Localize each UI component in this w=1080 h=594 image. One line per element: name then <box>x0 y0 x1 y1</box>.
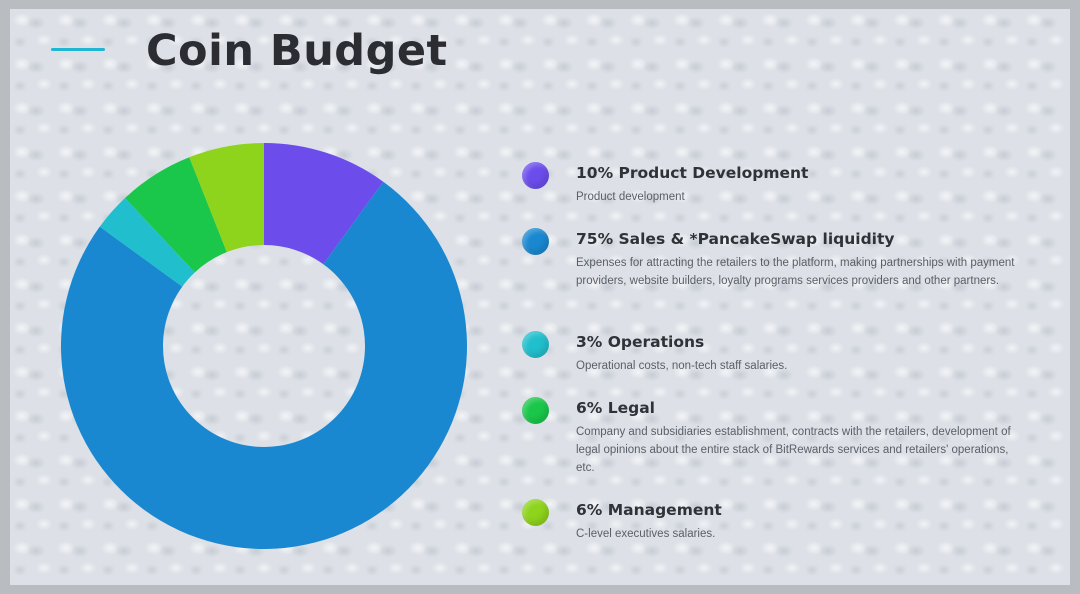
legend-title: 10% Product Development <box>576 164 809 182</box>
legend-description: Expenses for attracting the retailers to… <box>576 257 1015 287</box>
donut-slice-management <box>189 143 264 253</box>
legend-description: C-level executives salaries. <box>576 528 716 540</box>
legend-title: 6% Legal <box>576 399 655 417</box>
legend-title: 75% Sales & *PancakeSwap liquidity <box>576 230 895 248</box>
legend-description: Operational costs, non-tech staff salari… <box>576 360 788 372</box>
legend-dot-sales-liquidity <box>522 228 549 255</box>
donut-slice-product-development <box>264 143 384 265</box>
slide-panel <box>10 9 1070 585</box>
legend-title: 6% Management <box>576 501 722 519</box>
donut-slices <box>60 143 467 550</box>
legend-description: Company and subsidiaries establishment, … <box>576 426 1011 474</box>
legend-description: Product development <box>576 191 685 203</box>
legend-dot-product-development <box>522 162 549 189</box>
legend-dot-legal <box>522 397 549 424</box>
donut-slice-legal <box>125 157 227 273</box>
donut-slice-operations <box>99 198 195 287</box>
legend-title: 3% Operations <box>576 333 705 351</box>
page-title: Coin Budget <box>146 26 448 76</box>
title-accent-line <box>51 48 105 51</box>
donut-slice-sales-pancakeswap-liquidity <box>60 181 467 550</box>
legend-dot-operations <box>522 331 549 358</box>
legend-dot-management <box>522 499 549 526</box>
